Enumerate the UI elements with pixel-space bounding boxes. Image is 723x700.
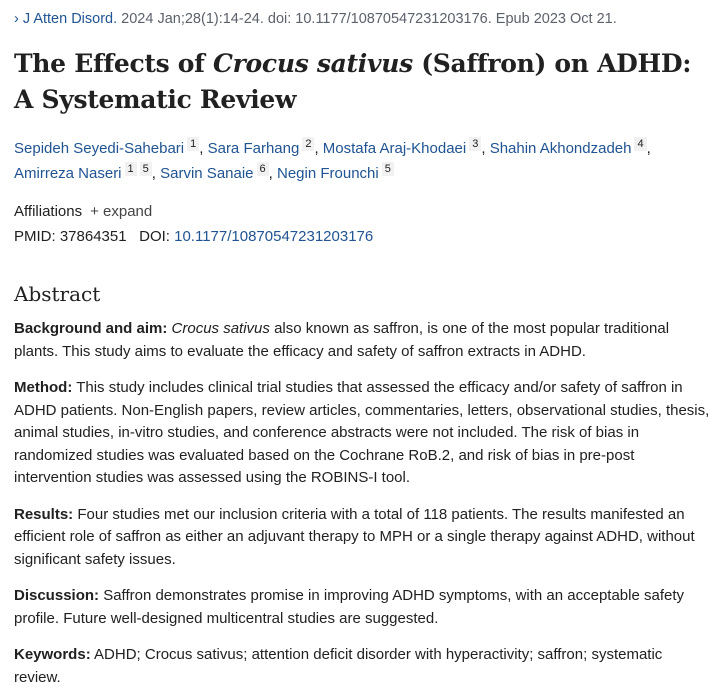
affiliations-label: Affiliations bbox=[14, 203, 83, 220]
doi-label: DOI: bbox=[139, 228, 170, 245]
affiliations: Affiliations + expand bbox=[14, 200, 713, 224]
section-label: Results: bbox=[14, 505, 74, 523]
author-link[interactable]: Sepideh Seyedi-Sahebari bbox=[14, 140, 185, 157]
expand-affiliations-button[interactable]: + expand bbox=[90, 203, 153, 220]
section-text: Four studies met our inclusion criteria … bbox=[14, 505, 695, 568]
section-text: This study includes clinical trial studi… bbox=[14, 379, 710, 486]
article-title: The Effects of Crocus sativus (Saffron) … bbox=[14, 46, 713, 118]
affiliation-ref[interactable]: 6 bbox=[256, 162, 269, 176]
affiliation-ref[interactable]: 1 bbox=[124, 162, 137, 176]
affiliation-ref[interactable]: 5 bbox=[139, 162, 152, 176]
title-italic: Crocus sativus bbox=[213, 49, 413, 78]
abstract-discussion: Discussion: Saffron demonstrates promise… bbox=[14, 585, 713, 630]
section-label: Background and aim: bbox=[14, 320, 168, 337]
author: Negin Frounchi 5 bbox=[277, 162, 394, 182]
italic-term: Crocus sativus bbox=[171, 320, 270, 337]
citation-details: 2024 Jan;28(1):14-24. doi: 10.1177/10870… bbox=[121, 11, 617, 27]
author-link[interactable]: Mostafa Araj-Khodaei bbox=[322, 140, 467, 157]
affiliation-ref[interactable]: 5 bbox=[381, 162, 394, 176]
affiliation-ref[interactable]: 4 bbox=[634, 137, 647, 151]
author-link[interactable]: Sarvin Sanaie bbox=[160, 165, 254, 182]
section-label: Discussion: bbox=[14, 587, 100, 604]
section-text: Saffron demonstrates promise in improvin… bbox=[14, 587, 685, 627]
section-label: Keywords: bbox=[14, 646, 91, 663]
pmid-label: PMID: bbox=[14, 228, 56, 245]
author: Amirreza Naseri 1 5 bbox=[14, 162, 152, 182]
keywords: Keywords: ADHD; Crocus sativus; attentio… bbox=[14, 644, 713, 689]
identifiers: PMID: 37864351 DOI: 10.1177/108705472312… bbox=[14, 224, 713, 250]
author-link[interactable]: Negin Frounchi bbox=[277, 165, 379, 182]
affiliation-ref[interactable]: 3 bbox=[469, 137, 482, 151]
author-link[interactable]: Shahin Akhondzadeh bbox=[489, 140, 632, 157]
chevron-right-icon[interactable]: › bbox=[14, 11, 19, 27]
abstract-background: Background and aim: Crocus sativus also … bbox=[14, 318, 713, 363]
section-text: ADHD; Crocus sativus; attention deficit … bbox=[14, 646, 663, 686]
author-link[interactable]: Amirreza Naseri bbox=[14, 165, 122, 182]
title-text: (Saffron) on ADHD: A Systematic Review bbox=[14, 49, 692, 114]
author: Sara Farhang 2 bbox=[207, 137, 315, 157]
doi-link[interactable]: 10.1177/10870547231203176 bbox=[174, 228, 374, 245]
affiliation-ref[interactable]: 1 bbox=[187, 137, 200, 151]
abstract-results: Results: Four studies met our inclusion … bbox=[14, 504, 713, 572]
journal-link[interactable]: J Atten Disord. bbox=[22, 11, 118, 27]
author: Sarvin Sanaie 6 bbox=[160, 162, 269, 182]
pmid-value: 37864351 bbox=[59, 228, 127, 245]
title-text: The Effects of bbox=[14, 49, 214, 78]
section-label: Method: bbox=[14, 379, 73, 396]
abstract-heading: Abstract bbox=[14, 282, 101, 306]
author: Mostafa Araj-Khodaei 3 bbox=[322, 137, 482, 157]
citation: › J Atten Disord. 2024 Jan;28(1):14-24. d… bbox=[14, 8, 713, 30]
author-link[interactable]: Sara Farhang bbox=[207, 140, 300, 157]
section-text: also known as saffron, is one of the mos… bbox=[14, 320, 670, 360]
affiliation-ref[interactable]: 2 bbox=[302, 137, 315, 151]
author-list: Sepideh Seyedi-Sahebari 1, Sara Farhang 2,… bbox=[14, 137, 651, 182]
author: Sepideh Seyedi-Sahebari 1 bbox=[14, 137, 200, 157]
author: Shahin Akhondzadeh 4 bbox=[489, 137, 647, 157]
abstract-method: Method: This study includes clinical tri… bbox=[14, 377, 713, 490]
